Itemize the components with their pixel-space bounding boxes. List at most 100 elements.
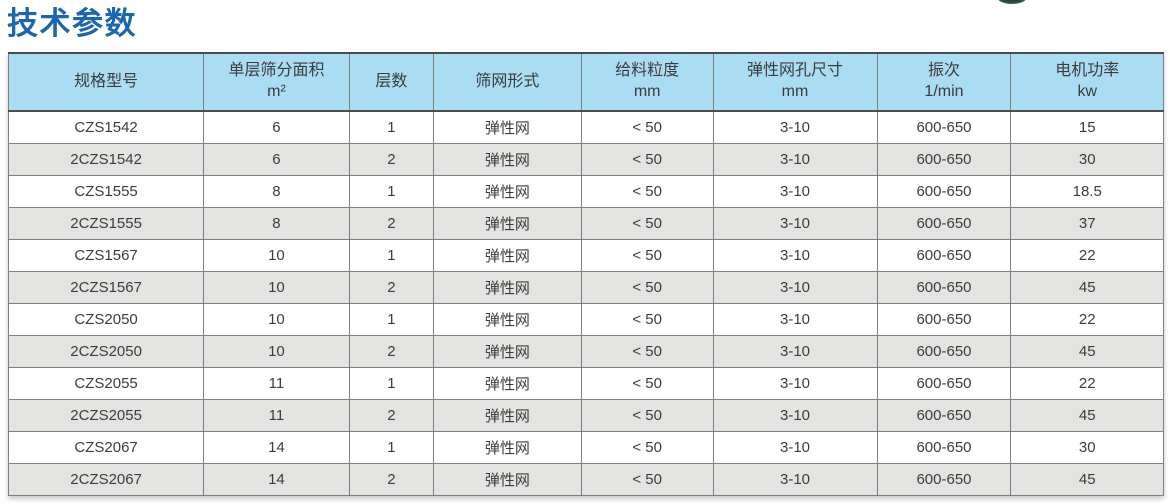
table-row: CZS2050 10 1 弹性网 < 50 3-10 600-650 22 (7, 303, 1164, 336)
table-cell: 6 (203, 143, 350, 176)
column-header-layers: 层数 (348, 52, 435, 112)
table-cell: 3-10 (712, 367, 878, 400)
partial-logo-icon (998, 0, 1026, 4)
table-cell: < 50 (580, 303, 714, 336)
table-cell: 弹性网 (433, 207, 582, 240)
table-cell: 2 (348, 335, 435, 368)
table-cell: 弹性网 (433, 175, 582, 208)
table-cell: 弹性网 (433, 399, 582, 432)
column-unit: m² (267, 83, 286, 100)
table-cell: 600-650 (876, 431, 1012, 464)
table-cell: 3-10 (712, 303, 878, 336)
column-header-mesh-size: 弹性网孔尺寸 mm (712, 52, 878, 112)
column-label: 筛网形式 (475, 72, 540, 90)
table-row: 2CZS1542 6 2 弹性网 < 50 3-10 600-650 30 (7, 143, 1164, 176)
table-cell: 600-650 (876, 367, 1012, 400)
table-cell: 600-650 (876, 463, 1012, 496)
column-header-model: 规格型号 (7, 52, 205, 112)
header-row: 规格型号 单层筛分面积 m² 层数 筛网形式 给料粒度 mm 弹性网孔尺寸 m (7, 52, 1164, 112)
column-label: 振次 (927, 62, 960, 80)
table-cell: 2CZS2050 (7, 335, 205, 368)
column-header-screen-area: 单层筛分面积 m² (203, 52, 350, 112)
table-row: CZS1567 10 1 弹性网 < 50 3-10 600-650 22 (7, 239, 1164, 272)
table-row: CZS2067 14 1 弹性网 < 50 3-10 600-650 30 (7, 431, 1164, 464)
table-cell: 600-650 (876, 143, 1012, 176)
table-cell: 15 (1010, 110, 1164, 144)
column-label: 弹性网孔尺寸 (746, 62, 843, 80)
table-cell: 600-650 (876, 110, 1012, 144)
column-label: 层数 (375, 72, 408, 90)
table-cell: 弹性网 (433, 463, 582, 496)
table-cell: CZS2050 (7, 303, 205, 336)
table-cell: 2CZS2055 (7, 399, 205, 432)
column-label: 单层筛分面积 (228, 62, 325, 80)
table-cell: 37 (1010, 207, 1164, 240)
table-cell: 2 (348, 463, 435, 496)
table-cell: 600-650 (876, 239, 1012, 272)
table-cell: 600-650 (876, 335, 1012, 368)
table-row: 2CZS2055 11 2 弹性网 < 50 3-10 600-650 45 (7, 399, 1164, 432)
table-cell: CZS2067 (7, 431, 205, 464)
table-cell: 22 (1010, 303, 1164, 336)
table-cell: 弹性网 (433, 303, 582, 336)
table-cell: 30 (1010, 431, 1164, 464)
table-cell: 10 (203, 303, 350, 336)
table-cell: 45 (1010, 335, 1164, 368)
table-cell: 3-10 (712, 399, 878, 432)
column-header-motor-power: 电机功率 kw (1010, 52, 1164, 112)
table-cell: 弹性网 (433, 143, 582, 176)
table-row: CZS1555 8 1 弹性网 < 50 3-10 600-650 18.5 (7, 175, 1164, 208)
table-row: CZS2055 11 1 弹性网 < 50 3-10 600-650 22 (7, 367, 1164, 400)
table-cell: 22 (1010, 239, 1164, 272)
table-cell: < 50 (580, 110, 714, 144)
table-row: 2CZS2067 14 2 弹性网 < 50 3-10 600-650 45 (7, 463, 1164, 496)
table-cell: < 50 (580, 271, 714, 304)
column-unit: 1/min (924, 83, 964, 100)
table-body: CZS1542 6 1 弹性网 < 50 3-10 600-650 15 2CZS1542 6 2 弹… (7, 110, 1164, 496)
table-cell: 2 (348, 399, 435, 432)
table-cell: 1 (348, 303, 435, 336)
column-label: 给料粒度 (615, 62, 680, 80)
table-cell: 45 (1010, 271, 1164, 304)
table-cell: < 50 (580, 207, 714, 240)
table-cell: CZS1555 (7, 175, 205, 208)
column-header-vibration: 振次 1/min (876, 52, 1012, 112)
table-cell: 弹性网 (433, 110, 582, 144)
table-cell: < 50 (580, 175, 714, 208)
table-cell: 10 (203, 239, 350, 272)
table-cell: 8 (203, 207, 350, 240)
table-cell: < 50 (580, 367, 714, 400)
table-cell: 1 (348, 431, 435, 464)
table-cell: < 50 (580, 143, 714, 176)
table-row: 2CZS1555 8 2 弹性网 < 50 3-10 600-650 37 (7, 207, 1164, 240)
table-cell: 2CZS2067 (7, 463, 205, 496)
table-cell: 14 (203, 463, 350, 496)
table-cell: CZS2055 (7, 367, 205, 400)
table-cell: < 50 (580, 239, 714, 272)
table-cell: 11 (203, 399, 350, 432)
table-cell: 弹性网 (433, 335, 582, 368)
table-cell: 22 (1010, 367, 1164, 400)
column-unit: kw (1077, 83, 1098, 100)
column-label: 规格型号 (74, 72, 139, 90)
table-cell: 2CZS1567 (7, 271, 205, 304)
table-cell: 弹性网 (433, 271, 582, 304)
table-cell: 10 (203, 271, 350, 304)
table-row: 2CZS2050 10 2 弹性网 < 50 3-10 600-650 45 (7, 335, 1164, 368)
table-cell: < 50 (580, 335, 714, 368)
table-cell: 2CZS1542 (7, 143, 205, 176)
table-cell: 3-10 (712, 143, 878, 176)
table-cell: 1 (348, 175, 435, 208)
table-cell: 1 (348, 239, 435, 272)
table-cell: 10 (203, 335, 350, 368)
table-cell: 3-10 (712, 271, 878, 304)
table-cell: CZS1542 (7, 110, 205, 144)
table-cell: 11 (203, 367, 350, 400)
table-cell: 弹性网 (433, 431, 582, 464)
table-cell: 1 (348, 110, 435, 144)
table-cell: 3-10 (712, 431, 878, 464)
column-unit: mm (781, 83, 809, 100)
table-cell: 2CZS1555 (7, 207, 205, 240)
table-cell: 3-10 (712, 110, 878, 144)
table-row: CZS1542 6 1 弹性网 < 50 3-10 600-650 15 (7, 110, 1164, 144)
